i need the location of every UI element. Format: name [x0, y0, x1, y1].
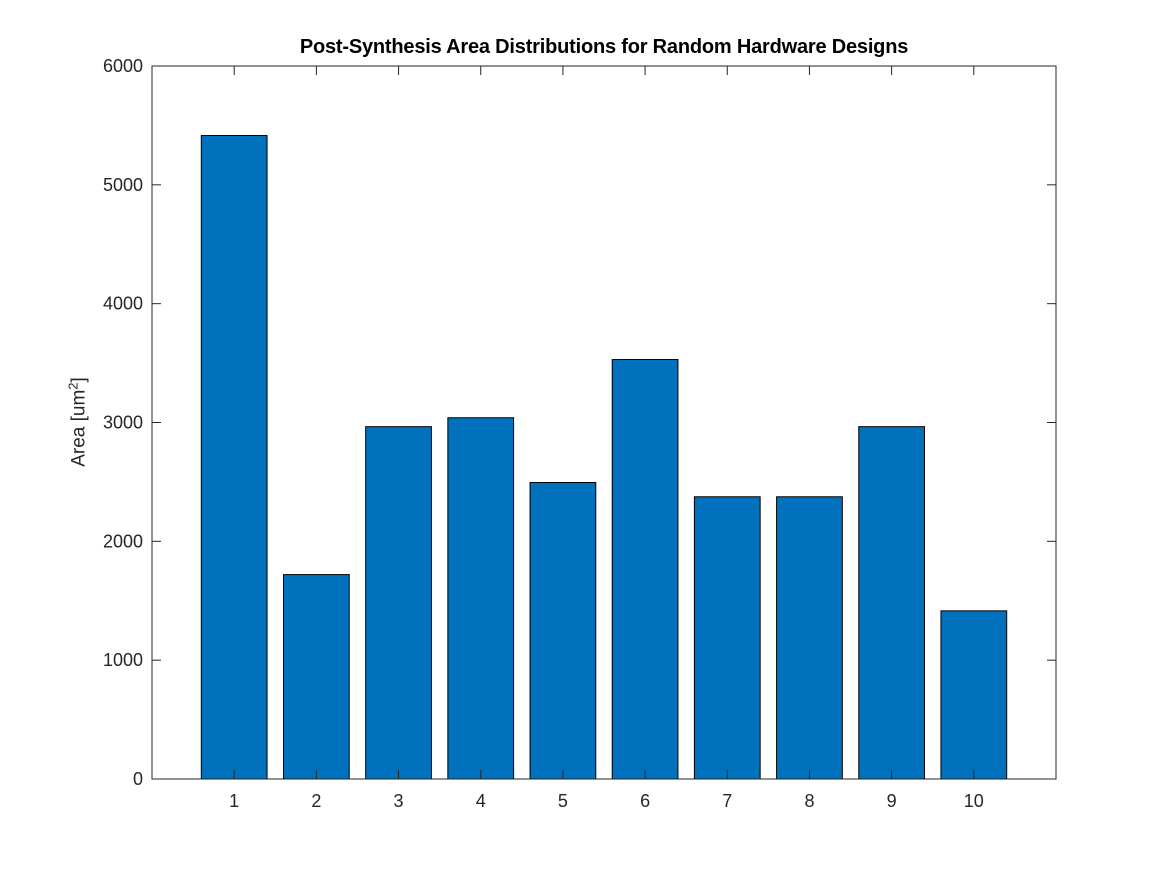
y-tick-label: 5000	[103, 175, 143, 195]
bar-8	[776, 496, 843, 780]
bar-6	[611, 359, 679, 780]
y-tick-label: 2000	[103, 531, 143, 551]
axes-layer: 0 1000 2000 3000 4000 5000 6000 1 2 3 4 5 6 7 8 9 10	[103, 56, 1057, 811]
chart-title: Post-Synthesis Area Distributions for Ra…	[299, 36, 909, 58]
bar-1	[200, 135, 268, 780]
x-tick-label: 8	[804, 791, 814, 811]
x-tick-label: 6	[640, 791, 650, 811]
bar-10	[940, 610, 1008, 780]
bar-2	[282, 574, 350, 780]
x-tick-label: 7	[722, 791, 732, 811]
y-tick-label: 4000	[103, 294, 143, 314]
bars-layer	[200, 135, 1008, 780]
x-tick-label: 2	[311, 791, 321, 811]
x-tick-label: 9	[887, 791, 897, 811]
y-tick-label: 6000	[103, 56, 143, 76]
x-tick-label: 1	[229, 791, 239, 811]
bar-4	[447, 417, 515, 780]
y-tick-label: 0	[133, 769, 143, 789]
y-tick-label: 3000	[103, 413, 143, 433]
bar-5	[529, 482, 597, 780]
x-tick-label: 5	[558, 791, 568, 811]
bar-7	[693, 496, 761, 780]
x-tick-label: 10	[964, 791, 984, 811]
x-tick-label: 3	[394, 791, 404, 811]
bar-9	[858, 426, 926, 780]
bar-3	[365, 426, 432, 780]
y-tick-label: 1000	[103, 650, 143, 670]
x-tick-label: 4	[476, 791, 486, 811]
